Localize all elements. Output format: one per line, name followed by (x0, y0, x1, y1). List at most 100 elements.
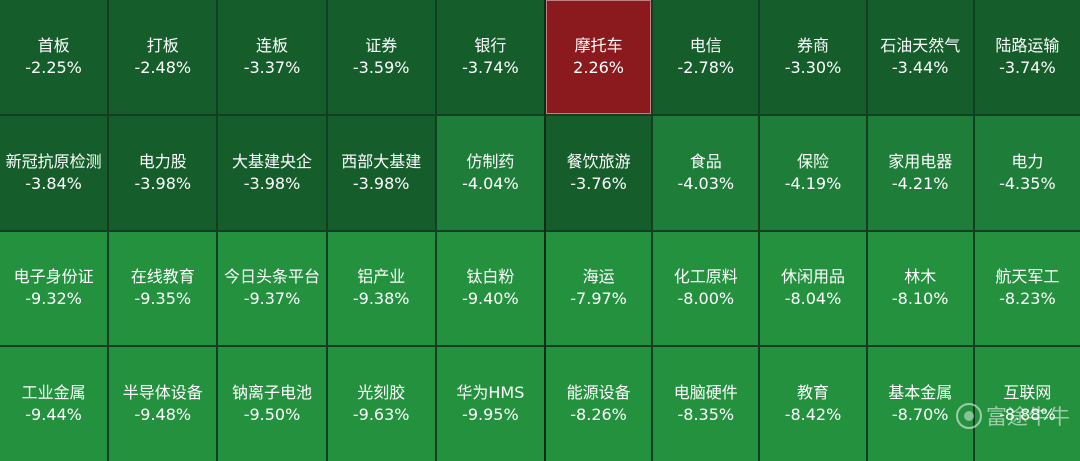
sector-change-percent: -9.32% (25, 289, 82, 309)
sector-change-percent: -3.59% (352, 57, 410, 77)
sector-tile[interactable]: 休闲用品 -8.04% (760, 231, 866, 346)
sector-tile[interactable]: 银行 -3.74% (436, 0, 544, 114)
sector-change-percent: -3.98% (134, 173, 192, 193)
sector-change-percent: -7.97% (570, 289, 627, 309)
sector-name: 基本金属 (888, 383, 953, 403)
sector-tile[interactable]: 家用电器 -4.21% (867, 115, 973, 230)
heatmap-right-panel: 摩托车 2.26% 电信 -2.78% 券商 -3.30% 石油天然气 -3.44% 陆路运输 -… (546, 0, 1080, 461)
sector-tile[interactable]: 大基建央企 -3.98% (218, 115, 326, 230)
sector-tile[interactable]: 电子身份证 -9.32% (0, 231, 108, 346)
sector-tile[interactable]: 电力股 -3.98% (109, 115, 217, 230)
sector-name: 华为HMS (456, 383, 525, 403)
sector-tile[interactable]: 首板 -2.25% (0, 0, 108, 114)
sector-name: 铝产业 (357, 267, 406, 287)
sector-change-percent: -3.98% (352, 173, 410, 193)
sector-name: 能源设备 (566, 383, 631, 403)
sector-change-percent: -2.25% (25, 57, 82, 77)
sector-tile[interactable]: 互联网 -8.88% (974, 347, 1080, 461)
sector-tile[interactable]: 在线教育 -9.35% (109, 231, 217, 346)
sector-change-percent: -3.44% (891, 57, 949, 77)
sector-tile[interactable]: 海运 -7.97% (546, 231, 652, 346)
sector-change-percent: -8.23% (999, 289, 1056, 309)
sector-change-percent: -8.35% (677, 405, 735, 425)
sector-name: 仿制药 (466, 151, 515, 171)
sector-change-percent: -3.74% (999, 57, 1056, 77)
sector-change-percent: -3.98% (243, 173, 301, 193)
sector-change-percent: -9.44% (25, 405, 82, 425)
sector-name: 电力 (1011, 151, 1044, 171)
sector-change-percent: -4.03% (677, 173, 735, 193)
sector-tile[interactable]: 今日头条平台 -9.37% (218, 231, 326, 346)
sector-change-percent: -9.48% (134, 405, 192, 425)
sector-tile[interactable]: 航天军工 -8.23% (974, 231, 1080, 346)
sector-tile[interactable]: 摩托车 2.26% (546, 0, 652, 114)
sector-tile[interactable]: 教育 -8.42% (760, 347, 866, 461)
panel-divider (544, 0, 546, 461)
sector-change-percent: -9.37% (243, 289, 301, 309)
sector-tile[interactable]: 电信 -2.78% (653, 0, 759, 114)
sector-tile[interactable]: 半导体设备 -9.48% (109, 347, 217, 461)
sector-change-percent: 2.26% (573, 57, 624, 77)
sector-name: 工业金属 (21, 383, 86, 403)
sector-tile[interactable]: 工业金属 -9.44% (0, 347, 108, 461)
sector-name: 互联网 (1003, 383, 1052, 403)
sector-change-percent: -4.21% (891, 173, 949, 193)
sector-change-percent: -3.30% (784, 57, 842, 77)
sector-change-percent: -3.76% (570, 173, 627, 193)
sector-name: 保险 (796, 151, 829, 171)
sector-change-percent: -8.70% (891, 405, 949, 425)
sector-name: 电信 (689, 35, 722, 55)
sector-tile[interactable]: 证券 -3.59% (327, 0, 435, 114)
sector-name: 西部大基建 (341, 151, 422, 171)
sector-name: 半导体设备 (122, 383, 203, 403)
sector-tile[interactable]: 华为HMS -9.95% (436, 347, 544, 461)
sector-tile[interactable]: 能源设备 -8.26% (546, 347, 652, 461)
sector-change-percent: -9.50% (243, 405, 301, 425)
sector-tile[interactable]: 化工原料 -8.00% (653, 231, 759, 346)
sector-name: 石油天然气 (880, 35, 961, 55)
sector-change-percent: -2.78% (677, 57, 735, 77)
sector-name: 林木 (904, 267, 937, 287)
sector-change-percent: -4.04% (462, 173, 519, 193)
sector-tile[interactable]: 保险 -4.19% (760, 115, 866, 230)
sector-tile[interactable]: 电力 -4.35% (974, 115, 1080, 230)
heatmap-left-panel: 首板 -2.25% 打板 -2.48% 连板 -3.37% 证券 -3.59% 银行 -3.74%… (0, 0, 544, 461)
sector-name: 首板 (37, 35, 70, 55)
sector-tile[interactable]: 钛白粉 -9.40% (436, 231, 544, 346)
sector-name: 摩托车 (574, 35, 623, 55)
sector-change-percent: -9.40% (462, 289, 519, 309)
sector-change-percent: -8.10% (891, 289, 949, 309)
sector-tile[interactable]: 基本金属 -8.70% (867, 347, 973, 461)
sector-name: 证券 (365, 35, 398, 55)
sector-change-percent: -8.42% (784, 405, 842, 425)
sector-change-percent: -3.74% (462, 57, 519, 77)
sector-name: 陆路运输 (995, 35, 1060, 55)
sector-name: 银行 (474, 35, 507, 55)
sector-tile[interactable]: 林木 -8.10% (867, 231, 973, 346)
sector-tile[interactable]: 石油天然气 -3.44% (867, 0, 973, 114)
sector-tile[interactable]: 食品 -4.03% (653, 115, 759, 230)
sector-name: 休闲用品 (780, 267, 845, 287)
sector-tile[interactable]: 陆路运输 -3.74% (974, 0, 1080, 114)
sector-tile[interactable]: 铝产业 -9.38% (327, 231, 435, 346)
sector-change-percent: -8.88% (999, 405, 1056, 425)
sector-name: 电脑硬件 (673, 383, 738, 403)
sector-name: 海运 (582, 267, 615, 287)
sector-name: 券商 (796, 35, 829, 55)
sector-change-percent: -9.38% (352, 289, 410, 309)
sector-tile[interactable]: 打板 -2.48% (109, 0, 217, 114)
sector-change-percent: -8.00% (677, 289, 735, 309)
sector-tile[interactable]: 仿制药 -4.04% (436, 115, 544, 230)
sector-tile[interactable]: 电脑硬件 -8.35% (653, 347, 759, 461)
sector-tile[interactable]: 新冠抗原检测 -3.84% (0, 115, 108, 230)
sector-tile[interactable]: 餐饮旅游 -3.76% (546, 115, 652, 230)
sector-name: 今日头条平台 (223, 267, 320, 287)
sector-tile[interactable]: 钠离子电池 -9.50% (218, 347, 326, 461)
sector-tile[interactable]: 连板 -3.37% (218, 0, 326, 114)
sector-change-percent: -4.35% (999, 173, 1056, 193)
sector-tile[interactable]: 西部大基建 -3.98% (327, 115, 435, 230)
sector-tile[interactable]: 券商 -3.30% (760, 0, 866, 114)
sector-name: 钛白粉 (466, 267, 515, 287)
sector-tile[interactable]: 光刻胶 -9.63% (327, 347, 435, 461)
sector-name: 家用电器 (888, 151, 953, 171)
